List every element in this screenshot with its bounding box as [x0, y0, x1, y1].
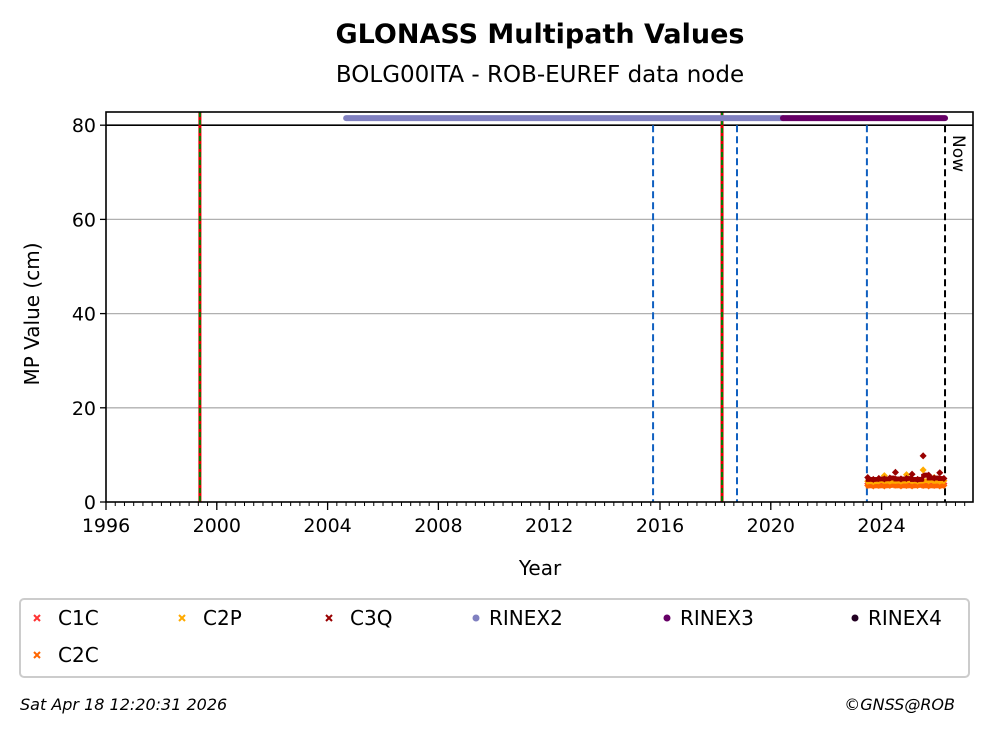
data-point-c3q [936, 469, 944, 477]
legend-label-rinex3: RINEX3 [680, 606, 754, 630]
x-tick-label: 2016 [636, 515, 684, 537]
y-tick-label: 80 [72, 115, 96, 137]
data-point-c3q [897, 475, 905, 483]
x-tick-label: 2012 [525, 515, 573, 537]
chart-title: GLONASS Multipath Values [335, 19, 744, 50]
legend-label-rinex4: RINEX4 [868, 606, 942, 630]
x-marker-stroke [33, 614, 41, 622]
legend-marker-c3q [325, 614, 333, 622]
legend-marker-c2p [178, 614, 186, 622]
legend-marker-rinex4 [851, 614, 859, 622]
legend-label-c1c: C1C [58, 606, 99, 630]
data-point-c3q [908, 470, 916, 478]
data-point-c3q [880, 475, 888, 483]
chart-subtitle: BOLG00ITA - ROB-EUREF data node [336, 62, 744, 88]
data-point-c3q [925, 471, 933, 479]
data-point-c2c [880, 482, 888, 490]
legend-marker-rinex2 [472, 614, 480, 622]
legend-label-c2p: C2P [203, 606, 242, 630]
legend-label-c3q: C3Q [350, 606, 392, 630]
x-tick-label: 2008 [414, 515, 462, 537]
y-axis-label: MP Value (cm) [20, 242, 44, 385]
data-point-c3q [902, 474, 911, 482]
data-point-c3q [940, 474, 948, 482]
y-tick-label: 40 [72, 304, 96, 326]
data-point-fill [920, 477, 925, 482]
data-point-c2c [908, 482, 916, 490]
plot-area [106, 112, 973, 502]
data-point-c2p [919, 466, 927, 474]
x-tick-label: 2000 [193, 515, 241, 537]
x-marker-stroke [325, 614, 333, 622]
data-point-c2c [930, 481, 938, 490]
data-point-c3q [891, 468, 899, 476]
legend-box [19, 598, 970, 678]
data-point-c3q [914, 475, 922, 483]
footer-credit: ©GNSS@ROB [844, 695, 955, 714]
plot-frame [105, 111, 974, 503]
y-tick-label: 20 [72, 398, 96, 420]
footer-timestamp: Sat Apr 18 12:20:31 2026 [20, 695, 227, 714]
legend-label-rinex2: RINEX2 [489, 606, 563, 630]
x-axis-label: Year [518, 556, 562, 580]
legend-marker-c2c [33, 651, 41, 659]
data-point-c2c [886, 481, 894, 490]
data-point-c2c [925, 482, 933, 490]
y-tick-label: 0 [84, 492, 96, 514]
x-tick-label: 1996 [82, 515, 130, 537]
y-tick-label: 60 [72, 209, 96, 231]
data-point-c3q [875, 474, 883, 482]
data-point-c3q [864, 473, 872, 482]
legend-label-c2c: C2C [58, 643, 99, 667]
x-tick-label: 2024 [857, 515, 905, 537]
now-label: Now [948, 135, 968, 172]
data-point-c2c [902, 481, 911, 490]
data-point-c2c [919, 481, 927, 490]
legend-marker-rinex3 [663, 614, 671, 622]
data-point-c2c [897, 482, 905, 490]
x-tick-label: 2020 [747, 515, 795, 537]
x-marker-stroke [33, 651, 41, 659]
x-marker-stroke [178, 614, 186, 622]
data-point-c3q [930, 474, 938, 482]
data-point-c3q [919, 452, 927, 460]
data-point-c2c [940, 481, 948, 490]
legend-marker-c1c [33, 614, 41, 622]
data-point-c2c [936, 482, 944, 490]
data-point-c3q [886, 474, 894, 482]
data-point-c3q [869, 475, 877, 483]
data-point-c2c [869, 482, 877, 490]
x-tick-label: 2004 [303, 515, 351, 537]
